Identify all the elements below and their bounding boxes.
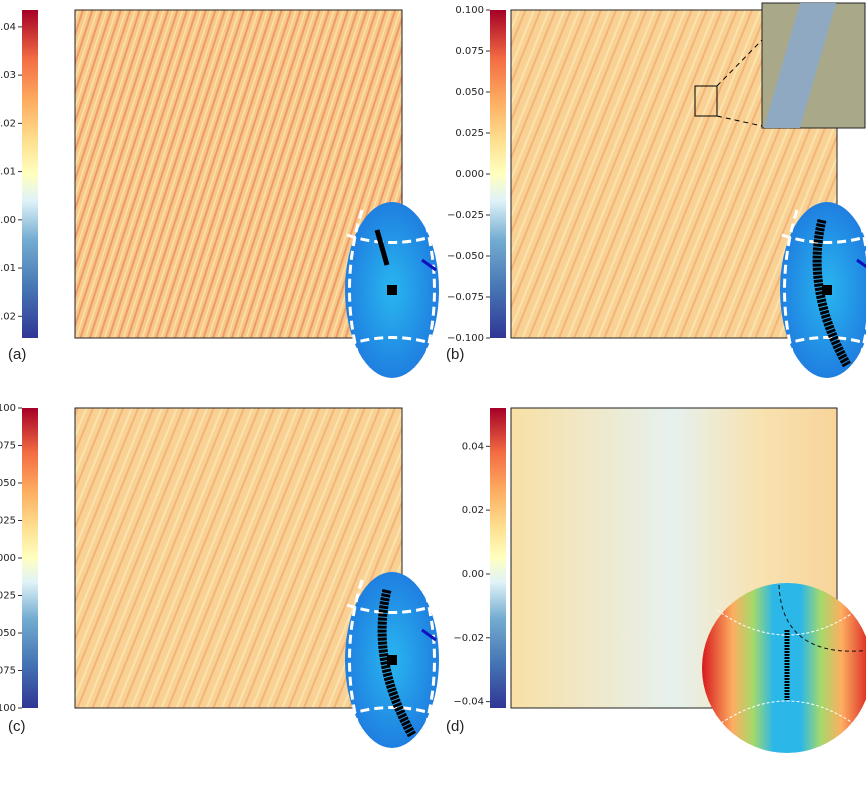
- colorbar-tick-label: 0.000: [0, 553, 16, 564]
- colorbar: [490, 10, 506, 338]
- colorbar-tick-label: 0.00: [0, 215, 16, 226]
- colorbar-tick-label: −0.04: [453, 697, 484, 708]
- inset-points: [377, 588, 416, 738]
- colorbar: [490, 408, 506, 708]
- inset-circle: [702, 583, 866, 753]
- colorbar-tick-label: −0.02: [453, 633, 484, 644]
- colorbar-tick-label: −0.075: [0, 666, 16, 677]
- colorbar-tick-label: 0.02: [462, 505, 484, 516]
- colorbar-tick-label: 0.100: [0, 403, 16, 414]
- colorbar-tick-label: −0.050: [0, 628, 16, 639]
- inset-marker: [387, 655, 397, 665]
- inset-marker: [822, 285, 832, 295]
- colorbar-tick-label: 0.075: [455, 46, 484, 57]
- colorbar-tick-label: 0.025: [0, 516, 16, 527]
- colorbar-tick-label: 0.03: [0, 70, 16, 81]
- colorbar-tick-label: −0.050: [447, 251, 484, 262]
- colorbar-tick-label: 0.025: [455, 128, 484, 139]
- colorbar-tick-label: 0.02: [0, 118, 16, 129]
- inset-marker: [387, 285, 397, 295]
- zoom-band: [764, 3, 836, 128]
- inset-points: [374, 229, 390, 266]
- colorbar-tick-label: 0.00: [462, 569, 484, 580]
- colorbar-tick-label: −0.02: [0, 311, 16, 322]
- colorbar-tick-label: −0.100: [447, 333, 484, 344]
- inset-points: [812, 218, 851, 368]
- colorbar-tick-label: 0.100: [455, 5, 484, 16]
- colorbar-tick-label: 0.050: [0, 478, 16, 489]
- colorbar: [22, 408, 38, 708]
- zoom-link: [716, 115, 763, 127]
- colorbar-tick-label: 0.04: [0, 22, 16, 33]
- colorbar-tick-label: −0.100: [0, 703, 16, 714]
- inset-line: [856, 258, 866, 269]
- colorbar-tick-label: −0.025: [447, 210, 484, 221]
- panel-label: (a): [8, 346, 26, 363]
- inset-line: [421, 628, 437, 642]
- zoom-box: [694, 85, 718, 117]
- colorbar-tick-label: 0.050: [455, 87, 484, 98]
- panel-label: (c): [8, 718, 26, 735]
- colorbar-tick-label: −0.025: [0, 591, 16, 602]
- colorbar-tick-label: −0.075: [447, 292, 484, 303]
- inset-line: [778, 584, 866, 652]
- colorbar-tick-label: 0.01: [0, 167, 16, 178]
- colorbar-tick-label: −0.01: [0, 263, 16, 274]
- panel-label: (d): [446, 718, 464, 735]
- colorbar-tick-label: 0.000: [455, 169, 484, 180]
- colorbar-tick-label: 0.075: [0, 441, 16, 452]
- inset-line: [421, 258, 437, 272]
- panel-label: (b): [446, 346, 464, 363]
- colorbar-tick-label: 0.04: [462, 441, 484, 452]
- zoom-link: [716, 39, 763, 87]
- colorbar: [22, 10, 38, 338]
